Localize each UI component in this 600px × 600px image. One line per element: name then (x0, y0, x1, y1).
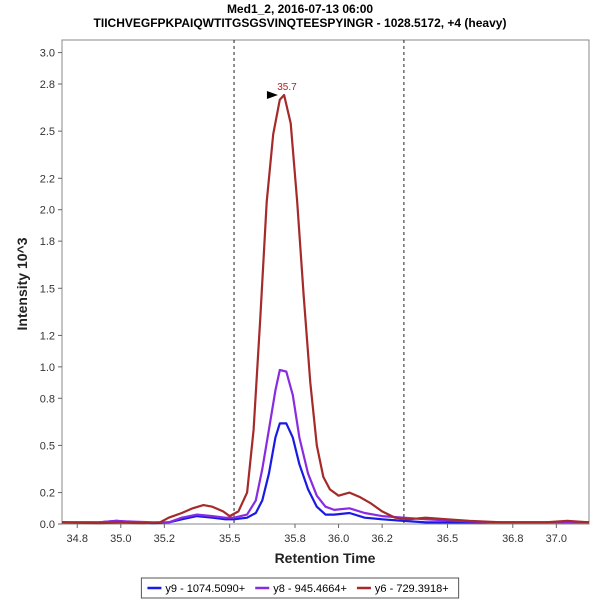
x-tick-label: 35.8 (284, 533, 305, 545)
x-tick-label: 37.0 (546, 533, 567, 545)
y-tick-label: 0.2 (40, 488, 55, 500)
y-axis-title: Intensity 10^3 (14, 237, 30, 330)
legend-entry: y9 - 1074.5090+ (165, 583, 245, 595)
y-tick-label: 2.2 (40, 173, 55, 185)
plot-area (61, 39, 590, 525)
x-axis: 34.8 35.0 35.2 35.5 35.8 36.0 36.2 36.5 36.8 37.0 (67, 524, 567, 545)
peak-marker-icon (266, 91, 278, 99)
x-axis-title: Retention Time (275, 550, 376, 566)
series-line (61, 93, 590, 525)
series-layer (61, 93, 590, 525)
y-tick-label: 0.8 (40, 393, 55, 405)
legend-entry: y6 - 729.3918+ (375, 583, 449, 595)
x-tick-label: 36.0 (328, 533, 349, 545)
y-axis: 0.0 0.2 0.5 0.8 1.0 1.2 1.5 1.8 2.0 2.2 2.5 2.8 3.0 (40, 48, 62, 531)
y-tick-label: 1.8 (40, 236, 55, 248)
chart-title: Med1_2, 2016-07-13 06:00 (227, 2, 373, 16)
x-tick-label: 35.0 (110, 533, 131, 545)
legend-entry: y8 - 945.4664+ (273, 583, 347, 595)
x-tick-label: 36.2 (371, 533, 392, 545)
y-tick-label: 2.8 (40, 79, 55, 91)
y-tick-label: 1.0 (40, 362, 55, 374)
y-tick-label: 2.0 (40, 205, 55, 217)
y-tick-label: 1.2 (40, 330, 55, 342)
peak-annotation-group: 35.7 (266, 82, 297, 99)
y-tick-label: 0.5 (40, 440, 55, 452)
y-tick-label: 3.0 (40, 48, 55, 60)
legend: y9 - 1074.5090+ y8 - 945.4664+ y6 - 729.39… (140, 577, 460, 599)
integration-bounds (233, 40, 405, 524)
x-tick-label: 35.5 (219, 533, 240, 545)
plot-border (61, 39, 590, 525)
chart-subtitle: TIICHVEGFPKPAIQWTITGSGSVINQTEESPYINGR - … (94, 16, 507, 30)
peak-label: 35.7 (277, 82, 297, 93)
y-tick-label: 0.0 (40, 519, 55, 531)
x-tick-label: 36.8 (502, 533, 523, 545)
x-tick-label: 36.5 (437, 533, 458, 545)
y-tick-label: 2.5 (40, 126, 55, 138)
x-tick-label: 35.2 (154, 533, 175, 545)
x-tick-label: 34.8 (67, 533, 88, 545)
legend-box (140, 577, 460, 599)
y-tick-label: 1.5 (40, 283, 55, 295)
